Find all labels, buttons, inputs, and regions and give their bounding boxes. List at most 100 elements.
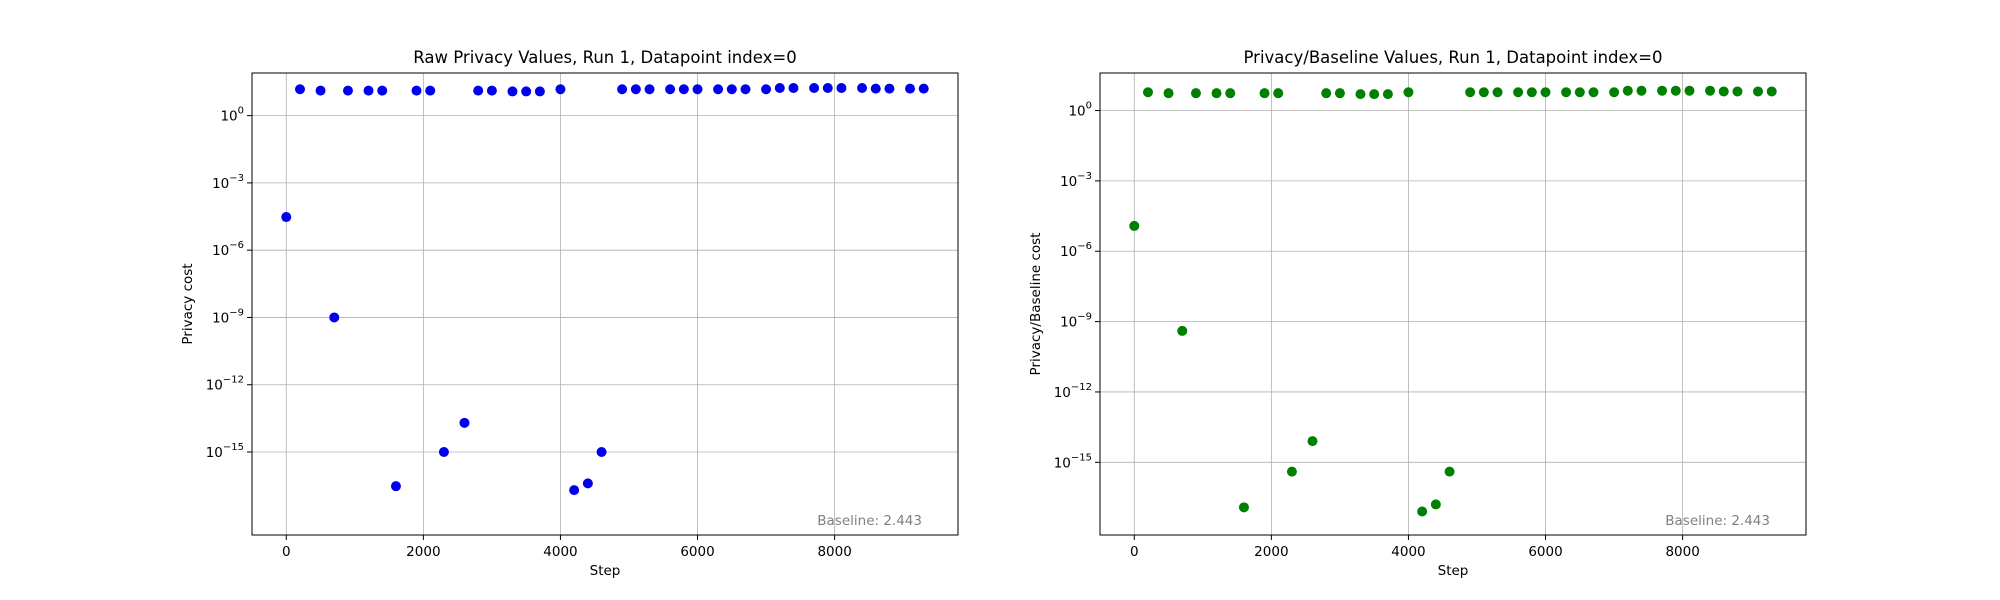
data-point (1211, 88, 1222, 99)
data-point (678, 84, 689, 95)
data-point (1684, 85, 1695, 96)
data-point (555, 84, 566, 95)
data-point (905, 83, 916, 94)
chart-title: Raw Privacy Values, Run 1, Datapoint ind… (413, 48, 796, 67)
data-point (1732, 86, 1743, 97)
y-axis-label: Privacy cost (180, 263, 196, 344)
data-point (1588, 87, 1599, 98)
data-point (692, 84, 703, 95)
data-point (1286, 466, 1297, 477)
data-point (1540, 87, 1551, 98)
data-point (836, 83, 847, 94)
y-tick-label: 10−6 (1060, 241, 1092, 260)
y-tick-label: 100 (1068, 101, 1092, 120)
data-point (582, 478, 593, 489)
chart-title: Privacy/Baseline Values, Run 1, Datapoin… (1244, 48, 1663, 67)
data-point (1657, 85, 1668, 96)
data-point (884, 83, 895, 94)
x-tick-label: 8000 (817, 544, 851, 560)
data-point (1142, 87, 1153, 98)
plot-frame (251, 72, 959, 536)
chart-panel-2: 0 2000 4000 6000 8000 100 10−3 10−6 10−9 10−12 10−… (1028, 48, 1807, 579)
data-point (281, 212, 292, 223)
y-tick-label: 10−3 (212, 173, 244, 192)
data-point (1718, 86, 1729, 97)
data-point (630, 84, 641, 95)
data-point (1417, 506, 1428, 517)
data-point (870, 83, 881, 94)
y-tick-label: 10−12 (1054, 382, 1092, 401)
data-point (569, 485, 580, 496)
data-point (713, 84, 724, 95)
y-tick-label: 10−6 (212, 240, 244, 259)
data-point (1238, 502, 1249, 513)
data-point (740, 84, 751, 95)
data-point (363, 85, 374, 96)
data-point (1225, 88, 1236, 99)
y-axis-label: Privacy/Baseline cost (1028, 233, 1044, 376)
data-point (726, 84, 737, 95)
x-tick-label: 2000 (1254, 544, 1288, 560)
data-point (1444, 466, 1455, 477)
y-tick-label: 10−9 (1060, 312, 1092, 331)
x-axis-label: Step (1438, 563, 1469, 579)
data-point (521, 86, 532, 97)
data-point (425, 85, 436, 96)
data-point (809, 83, 820, 94)
data-point (1259, 88, 1270, 99)
data-point (315, 85, 326, 96)
data-point (1190, 88, 1201, 99)
data-point (857, 83, 868, 94)
data-point (665, 84, 676, 95)
data-point (1513, 87, 1524, 98)
data-point (1321, 88, 1332, 99)
x-tick-label: 8000 (1665, 544, 1699, 560)
data-point (1526, 87, 1537, 98)
data-point (1430, 499, 1441, 510)
data-point (1705, 85, 1716, 96)
data-point (1670, 85, 1681, 96)
data-point (617, 84, 628, 95)
data-point (1766, 86, 1777, 97)
data-point (761, 84, 772, 95)
data-point (1636, 85, 1647, 96)
x-tick-label: 0 (282, 544, 291, 560)
data-point (294, 84, 305, 95)
data-point (596, 447, 607, 458)
data-point (507, 86, 518, 97)
y-tick-label: 100 (220, 106, 244, 125)
data-point (1561, 87, 1572, 98)
data-point (1163, 88, 1174, 99)
baseline-annotation: Baseline: 2.443 (1665, 513, 1770, 529)
data-point (644, 84, 655, 95)
y-tick-label: 10−15 (1054, 452, 1092, 471)
data-point (1622, 85, 1633, 96)
x-tick-label: 4000 (543, 544, 577, 560)
x-tick-label: 0 (1130, 544, 1139, 560)
chart-panel-1: 0 2000 4000 6000 8000 100 10−3 10−6 10−9 10−12 10−… (180, 48, 959, 579)
x-tick-label: 4000 (1391, 544, 1425, 560)
data-point (1129, 220, 1140, 231)
plot-frame (1099, 72, 1807, 536)
y-tick-label: 10−3 (1060, 171, 1092, 190)
data-point (918, 83, 929, 94)
data-point (486, 85, 497, 96)
data-point (1334, 88, 1345, 99)
data-point (411, 85, 422, 96)
data-point (822, 83, 833, 94)
data-point (1478, 87, 1489, 98)
plot-area (252, 73, 958, 535)
data-point (1369, 89, 1380, 100)
data-point (1753, 86, 1764, 97)
data-point (534, 86, 545, 97)
data-point (329, 312, 340, 323)
data-point (774, 83, 785, 94)
data-point (1307, 436, 1318, 447)
plot-area (1100, 73, 1806, 535)
x-tick-label: 6000 (1528, 544, 1562, 560)
data-point (1382, 89, 1393, 100)
baseline-annotation: Baseline: 2.443 (817, 513, 922, 529)
x-tick-label: 6000 (680, 544, 714, 560)
data-point (1273, 88, 1284, 99)
